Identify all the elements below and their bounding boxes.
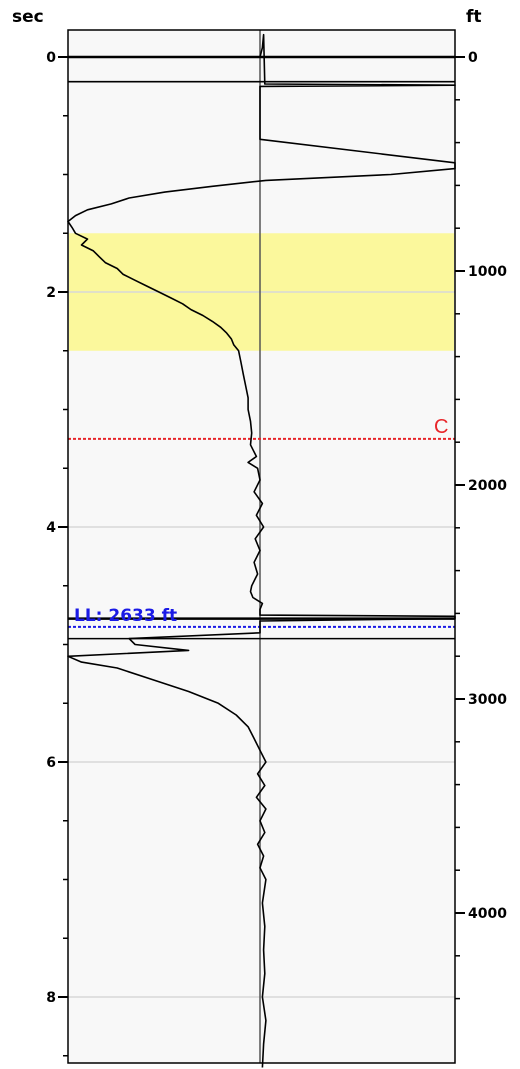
right-tick-label-3: 3000 bbox=[468, 692, 507, 708]
left-tick-label-0: 0 bbox=[46, 50, 56, 66]
marker-label-ll: LL: 2633 ft bbox=[74, 606, 177, 626]
right-tick-label-2: 2000 bbox=[468, 478, 507, 494]
series-trace-0 bbox=[67, 33, 456, 1068]
left-axis-unit-label: sec bbox=[12, 7, 44, 27]
right-tick-label-4: 4000 bbox=[468, 906, 507, 922]
left-tick-label-1: 2 bbox=[46, 285, 56, 301]
right-tick-label-1: 1000 bbox=[468, 264, 507, 280]
left-tick-label-2: 4 bbox=[46, 520, 56, 536]
right-tick-label-0: 0 bbox=[468, 50, 478, 66]
left-tick-label-4: 8 bbox=[46, 990, 56, 1006]
marker-label-c: C bbox=[434, 416, 448, 438]
plot-frame bbox=[67, 29, 456, 1064]
plot-background bbox=[68, 30, 455, 1063]
left-tick-label-3: 6 bbox=[46, 755, 56, 771]
right-axis-unit-label: ft bbox=[466, 7, 482, 27]
